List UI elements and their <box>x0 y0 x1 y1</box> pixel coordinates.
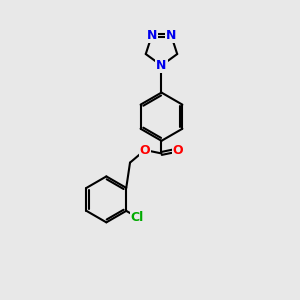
Text: N: N <box>147 29 157 42</box>
Text: N: N <box>166 29 176 42</box>
Text: O: O <box>173 143 183 157</box>
Text: O: O <box>140 143 150 157</box>
Text: N: N <box>156 59 167 72</box>
Text: Cl: Cl <box>130 211 144 224</box>
